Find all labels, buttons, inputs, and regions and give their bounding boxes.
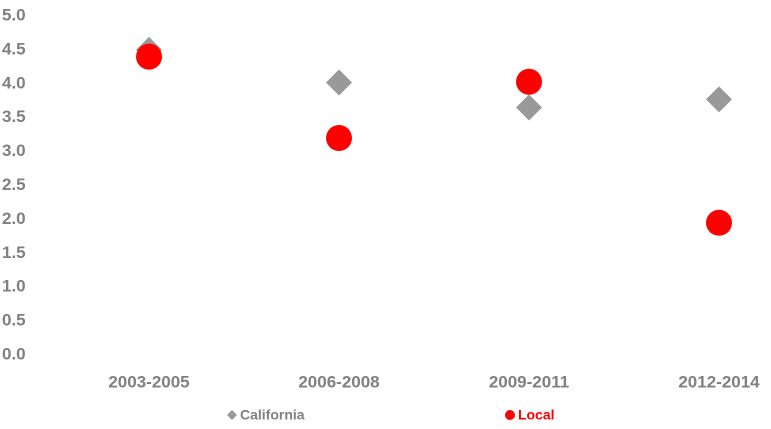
y-tick-label: 3.0 bbox=[2, 141, 26, 160]
data-point bbox=[326, 69, 352, 96]
y-tick-label: 4.0 bbox=[2, 73, 26, 92]
x-tick-label: 2009-2011 bbox=[489, 372, 569, 391]
y-tick-label: 0.5 bbox=[2, 311, 26, 330]
y-tick-label: 2.0 bbox=[2, 209, 26, 228]
data-point bbox=[516, 94, 542, 121]
legend-marker bbox=[227, 410, 237, 420]
data-point bbox=[516, 68, 542, 95]
y-tick-label: 1.0 bbox=[2, 277, 26, 296]
data-point bbox=[706, 209, 732, 236]
legend-label: California bbox=[240, 407, 305, 423]
legend-marker bbox=[505, 410, 515, 420]
x-tick-label: 2012-2014 bbox=[678, 372, 760, 391]
x-tick-label: 2003-2005 bbox=[108, 372, 189, 391]
y-tick-label: 4.5 bbox=[2, 39, 26, 58]
data-point bbox=[136, 43, 162, 70]
y-tick-label: 5.0 bbox=[2, 5, 26, 24]
legend-label: Local bbox=[518, 407, 555, 423]
y-tick-label: 1.5 bbox=[2, 243, 26, 262]
y-tick-label: 3.5 bbox=[2, 107, 26, 126]
x-tick-label: 2006-2008 bbox=[298, 372, 379, 391]
data-point bbox=[326, 125, 352, 152]
y-tick-label: 0.0 bbox=[2, 344, 26, 363]
y-tick-label: 2.5 bbox=[2, 175, 26, 194]
data-point bbox=[706, 86, 732, 113]
